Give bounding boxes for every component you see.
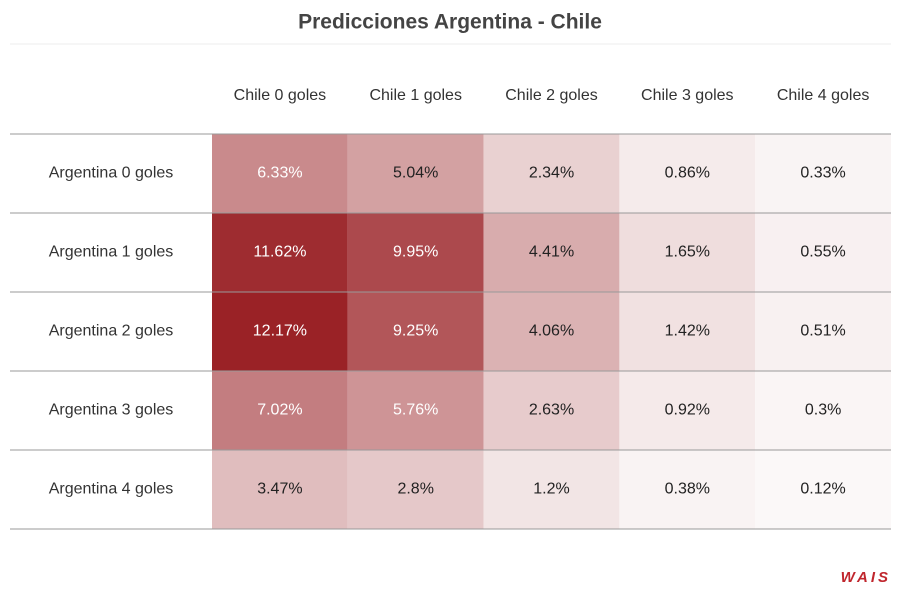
heat-cell	[619, 450, 756, 529]
cell-label: 12.17%	[253, 323, 307, 340]
heat-cell	[212, 450, 348, 529]
cell-label: 4.41%	[529, 244, 574, 261]
cell-label: 0.3%	[805, 402, 841, 419]
cell-label: 1.2%	[533, 481, 569, 498]
cell-label: 7.02%	[257, 402, 302, 419]
heat-cell	[483, 371, 620, 450]
cell-label: 5.76%	[393, 402, 438, 419]
cell-label: 3.47%	[257, 481, 302, 498]
heat-cell	[212, 292, 348, 371]
cell-label: 1.65%	[665, 244, 710, 261]
heat-cell	[347, 134, 484, 213]
heat-cell	[483, 450, 620, 529]
cell-label: 11.62%	[253, 244, 306, 261]
cell-label: 2.34%	[529, 165, 574, 182]
heat-cell	[212, 371, 348, 450]
cell-label: 2.8%	[397, 481, 433, 498]
heat-cell	[619, 371, 756, 450]
heat-cell	[212, 134, 348, 213]
cell-label: 0.38%	[665, 481, 710, 498]
heat-cell	[347, 450, 484, 529]
heat-cell	[347, 371, 484, 450]
logo: WAIS	[841, 569, 891, 586]
heat-cell	[483, 134, 620, 213]
cell-label: 0.86%	[665, 165, 710, 182]
column-header: Chile 1 goles	[369, 87, 462, 104]
heat-cell	[755, 371, 891, 450]
heat-cell	[619, 292, 756, 371]
cell-label: 2.63%	[529, 402, 574, 419]
row-header: Argentina 3 goles	[49, 402, 174, 419]
cell-label: 0.12%	[800, 481, 845, 498]
heat-cell	[755, 450, 891, 529]
cell-label: 0.92%	[665, 402, 710, 419]
cell-label: 0.55%	[800, 244, 845, 261]
row-header: Argentina 2 goles	[49, 323, 174, 340]
cell-label: 6.33%	[257, 165, 302, 182]
heat-cell	[755, 134, 891, 213]
cell-label: 5.04%	[393, 165, 438, 182]
row-header: Argentina 1 goles	[49, 244, 174, 261]
column-header: Chile 0 goles	[234, 87, 327, 104]
column-header: Chile 3 goles	[641, 87, 734, 104]
cell-label: 9.25%	[393, 323, 438, 340]
heat-cell	[755, 292, 891, 371]
row-header: Argentina 0 goles	[49, 165, 174, 182]
heat-cell	[619, 213, 756, 292]
row-header: Argentina 4 goles	[49, 481, 174, 498]
heat-cell	[755, 213, 891, 292]
cell-label: 0.33%	[800, 165, 845, 182]
chart-title: Predicciones Argentina - Chile	[298, 11, 602, 34]
cell-label: 0.51%	[800, 323, 845, 340]
column-header: Chile 2 goles	[505, 87, 598, 104]
heat-cell	[347, 292, 484, 371]
cell-label: 9.95%	[393, 244, 438, 261]
heat-cell	[212, 213, 348, 292]
heat-cell	[483, 213, 620, 292]
column-header: Chile 4 goles	[777, 87, 870, 104]
heat-cell	[619, 134, 756, 213]
heat-cell	[347, 213, 484, 292]
cell-label: 4.06%	[529, 323, 574, 340]
heat-cell	[483, 292, 620, 371]
cell-label: 1.42%	[665, 323, 710, 340]
